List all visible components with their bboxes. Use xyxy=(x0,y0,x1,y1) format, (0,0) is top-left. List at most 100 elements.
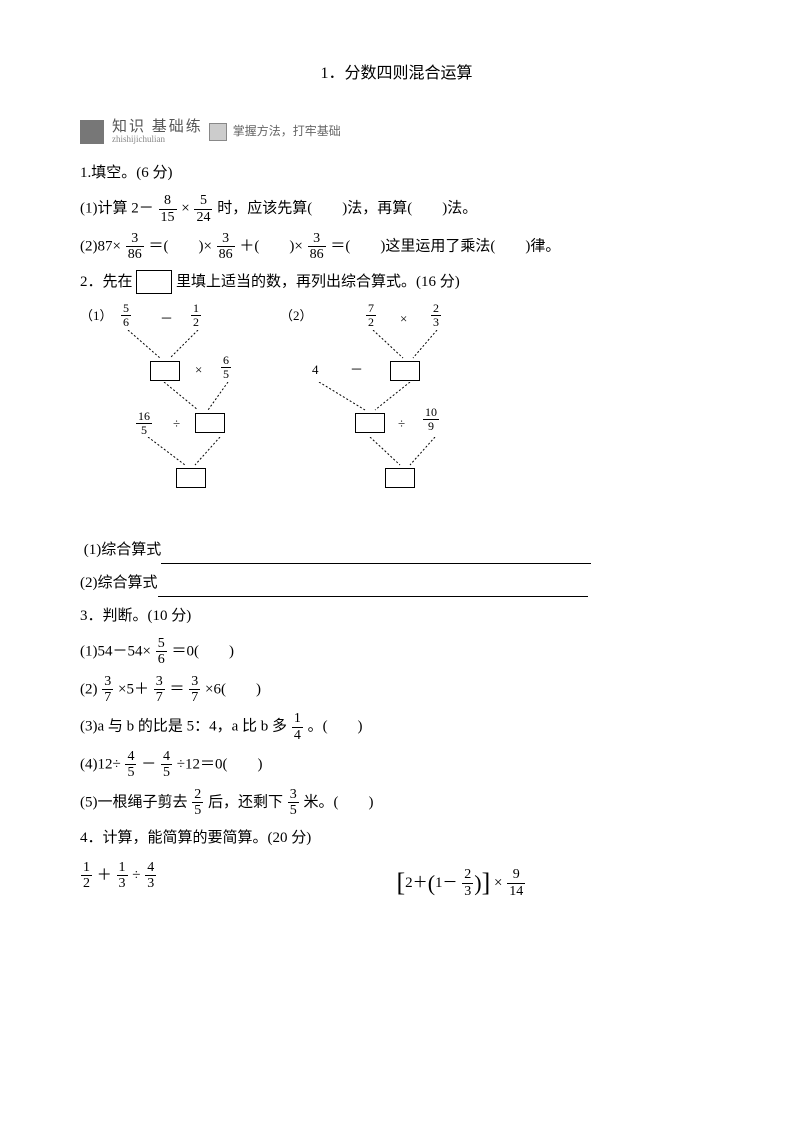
numerator: 1 xyxy=(81,860,92,876)
blank-box-icon xyxy=(176,468,206,488)
operator: ÷ xyxy=(398,412,405,435)
text: ÷12＝0( ) xyxy=(177,756,263,772)
text: (1)计算 2－ xyxy=(80,201,154,217)
numerator: 3 xyxy=(154,674,165,690)
numerator: 7 xyxy=(366,302,376,316)
text: ＝ xyxy=(169,681,184,697)
q4-col2: [2＋(1－ 23)] × 914 xyxy=(397,860,714,907)
numerator: 10 xyxy=(423,406,439,420)
numerator: 5 xyxy=(156,636,167,652)
operator: × xyxy=(195,358,202,381)
operator: × xyxy=(181,201,189,217)
d2-label: （2） xyxy=(280,304,313,327)
q3-p5: (5)一根绳子剪去 25 后，还剩下 35 米。( ) xyxy=(80,787,713,819)
denominator: 5 xyxy=(221,368,231,381)
denominator: 2 xyxy=(191,316,201,329)
denominator: 5 xyxy=(161,765,172,780)
text: (5)一根绳子剪去 xyxy=(80,794,188,810)
answer-line xyxy=(158,582,588,597)
denominator: 24 xyxy=(194,210,212,225)
numerator: 5 xyxy=(194,193,212,209)
text: 1－ xyxy=(435,875,458,891)
numerator: 2 xyxy=(462,867,473,883)
operator: ÷ xyxy=(173,412,180,435)
numerator: 1 xyxy=(191,302,201,316)
text: ＝0( ) xyxy=(171,643,234,659)
text: 里填上适当的数，再列出综合算式。(16 分) xyxy=(176,274,460,290)
text: 2＋ xyxy=(405,875,428,891)
q3-header: 3．判断。(10 分) xyxy=(80,603,713,630)
text: (2) xyxy=(80,681,98,697)
d1-label: （1） xyxy=(80,304,113,327)
text: 米。( ) xyxy=(304,794,374,810)
answer-line xyxy=(161,549,591,564)
numerator: 4 xyxy=(145,860,156,876)
tree-lines-icon xyxy=(360,437,450,467)
denominator: 2 xyxy=(81,876,92,891)
numerator: 3 xyxy=(126,231,144,247)
q3-p4: (4)12÷ 45 － 45 ÷12＝0( ) xyxy=(80,749,713,781)
q2-answer2: (2)综合算式 xyxy=(80,570,713,597)
q4-col1: 12 ＋ 13 ÷ 43 xyxy=(80,860,397,907)
denominator: 5 xyxy=(192,803,203,818)
denominator: 7 xyxy=(189,690,200,705)
blank-box-icon xyxy=(385,468,415,488)
denominator: 9 xyxy=(423,420,439,433)
banner-pinyin: zhishijichulian xyxy=(112,135,203,145)
text: 时，应该先算( )法，再算( )法。 xyxy=(217,201,477,217)
numerator: 16 xyxy=(136,410,152,424)
banner-main-text: 知识 基础练 xyxy=(112,119,203,136)
tree-lines-icon xyxy=(315,382,425,412)
denominator: 5 xyxy=(136,424,152,437)
denominator: 2 xyxy=(366,316,376,329)
blank-box-icon xyxy=(136,270,172,294)
denominator: 3 xyxy=(431,316,441,329)
banner-subtitle: 掌握方法，打牢基础 xyxy=(233,121,341,143)
numerator: 2 xyxy=(431,302,441,316)
section-banner: 知识 基础练 zhishijichulian 掌握方法，打牢基础 xyxy=(80,119,713,145)
denominator: 4 xyxy=(292,728,303,743)
q2-answer1: (1)综合算式 xyxy=(80,537,713,564)
denominator: 3 xyxy=(462,884,473,899)
text: ×5＋ xyxy=(118,681,149,697)
text: (3)a 与 b 的比是 5：4，a 比 b 多 xyxy=(80,719,287,735)
numerator: 1 xyxy=(117,860,128,876)
denominator: 5 xyxy=(125,765,136,780)
denominator: 86 xyxy=(126,247,144,262)
numerator: 4 xyxy=(161,749,172,765)
operator: － xyxy=(350,358,363,381)
numerator: 3 xyxy=(217,231,235,247)
q3-p2: (2) 37 ×5＋ 37 ＝ 37 ×6( ) xyxy=(80,674,713,706)
text: (2)87× xyxy=(80,238,121,254)
q1-part2: (2)87× 386 ＝( )× 386 ＋( )× 386 ＝( )这里运用了… xyxy=(80,231,713,263)
operator: ＋ xyxy=(97,867,112,883)
operator: ÷ xyxy=(132,867,140,883)
numerator: 8 xyxy=(159,193,177,209)
tree-lines-icon xyxy=(365,330,450,360)
q3-p1: (1)54－54× 56 ＝0( ) xyxy=(80,636,713,668)
q1-part1: (1)计算 2－ 815 × 524 时，应该先算( )法，再算( )法。 xyxy=(80,193,713,225)
banner-small-square-icon xyxy=(209,123,227,141)
denominator: 6 xyxy=(156,652,167,667)
numerator: 5 xyxy=(121,302,131,316)
text: 。( ) xyxy=(308,719,363,735)
denominator: 5 xyxy=(288,803,299,818)
q3-p3: (3)a 与 b 的比是 5：4，a 比 b 多 14 。( ) xyxy=(80,711,713,743)
text: 4 xyxy=(312,358,319,381)
numerator: 3 xyxy=(102,674,113,690)
numerator: 2 xyxy=(192,787,203,803)
numerator: 6 xyxy=(221,354,231,368)
right-paren-icon: ) xyxy=(474,870,481,895)
blank-box-icon xyxy=(390,361,420,381)
numerator: 3 xyxy=(189,674,200,690)
q4-problems: 12 ＋ 13 ÷ 43 [2＋(1－ 23)] × 914 xyxy=(80,860,713,907)
tree-lines-icon xyxy=(140,437,235,467)
numerator: 4 xyxy=(125,749,136,765)
text: ＝( )这里运用了乘法( )律。 xyxy=(330,238,560,254)
operator: × xyxy=(400,307,407,330)
text: － xyxy=(141,756,156,772)
text: ＋( )× xyxy=(239,238,302,254)
denominator: 7 xyxy=(154,690,165,705)
right-bracket-icon: ] xyxy=(482,868,491,897)
denominator: 3 xyxy=(145,876,156,891)
